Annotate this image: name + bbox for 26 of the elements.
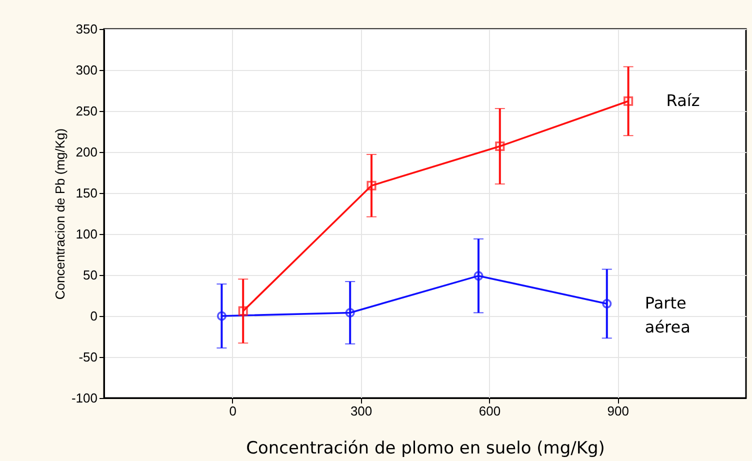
point [238,306,248,316]
point [624,96,634,106]
y-tick-label: 300 [76,62,98,78]
y-tick-label: 150 [76,186,98,200]
y-tick-label: 350 [76,22,98,36]
point [366,180,376,190]
y-axis-title: Concentracion de Pb (mg/Kg) [52,128,68,300]
y-tick-label: 50 [83,268,98,282]
point [345,308,355,318]
y-tick-label: 200 [76,144,98,160]
point [602,298,612,308]
x-tick-label: 300 [350,404,372,418]
x-tick-label: 600 [478,404,501,418]
point [495,141,505,152]
y-tick-label: 100 [76,226,98,242]
y-tick-label: -100 [71,390,98,406]
x-axis-title: Concentración de plomo en suelo (mg/Kg) [246,438,605,458]
y-tick-label: 250 [76,104,98,118]
text: Parte aérea [644,294,690,337]
x-tick-label: 900 [607,404,629,418]
text: Raíz [666,91,700,110]
y-tick-label: 0 [90,308,98,324]
point [216,311,226,321]
y-tick-label: -50 [78,350,98,364]
point [474,271,484,281]
x-tick-label: 0 [229,404,237,418]
